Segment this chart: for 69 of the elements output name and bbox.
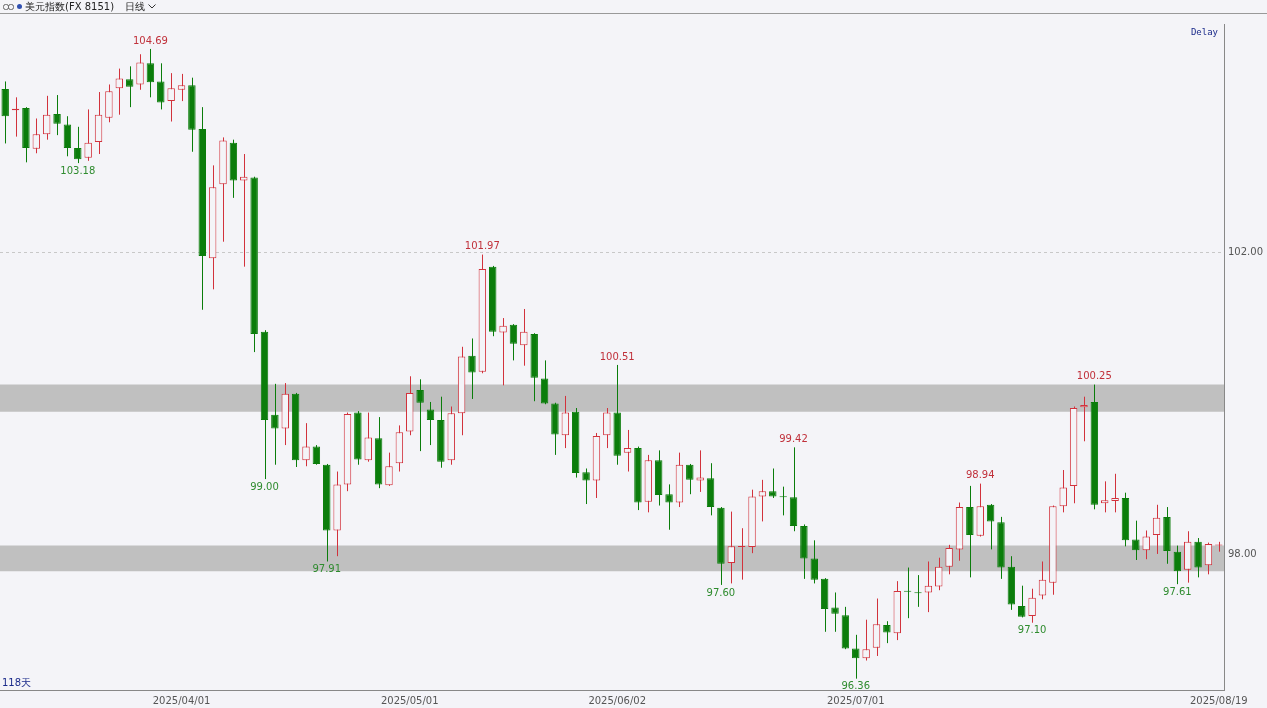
candlestick	[499, 317, 507, 386]
candlestick	[416, 378, 424, 452]
annotation: 99.00	[250, 480, 279, 492]
candlestick	[945, 544, 953, 575]
candlestick	[146, 48, 155, 98]
candlestick	[872, 598, 881, 657]
candlestick	[883, 620, 891, 644]
candlestick	[810, 539, 819, 584]
candlestick	[302, 422, 310, 467]
annotation: 100.51	[599, 350, 635, 362]
candlestick	[385, 452, 393, 487]
chart-subtitle: 日线	[125, 0, 146, 14]
y-tick-label: 98.00	[1228, 548, 1257, 560]
candlestick	[136, 53, 144, 91]
candlestick	[686, 463, 694, 495]
candlestick	[603, 407, 611, 449]
candlestick	[32, 118, 41, 154]
x-tick-label: 2025/07/01	[826, 694, 885, 706]
candlestick	[1204, 542, 1213, 575]
candlestick	[1111, 473, 1119, 513]
annotation: 101.97	[464, 240, 500, 252]
annotation: 97.60	[706, 586, 736, 598]
candlestick	[1142, 529, 1150, 560]
annotation: 97.10	[1017, 624, 1047, 636]
x-tick-label: 2025/06/02	[588, 694, 647, 706]
annotation: 96.36	[841, 680, 871, 692]
candlestick	[468, 337, 476, 400]
annotation: 99.42	[779, 432, 808, 444]
candlestick	[63, 115, 72, 157]
annotation: 100.25	[1076, 370, 1112, 382]
candlestick	[582, 468, 590, 505]
chart-title: 美元指数(FX 8151)	[25, 0, 115, 14]
x-tick-label: 2025/08/19	[1190, 694, 1248, 706]
x-tick-label: 2025/04/01	[152, 694, 211, 706]
candlestick	[125, 65, 134, 108]
candlestick	[74, 126, 82, 164]
candlestick	[509, 323, 518, 361]
candlestick	[115, 68, 124, 116]
candlestick	[1132, 520, 1140, 561]
candlestick	[177, 73, 186, 102]
candlestick	[84, 108, 92, 162]
candlestick	[1018, 585, 1026, 618]
candlestick	[1059, 469, 1067, 513]
candlestick	[665, 483, 673, 531]
candlestick	[769, 468, 777, 499]
annotation: 98.94	[965, 469, 995, 481]
candlestick	[737, 527, 746, 581]
candlestick	[1194, 537, 1202, 578]
candlestick	[831, 591, 839, 633]
y-tick-label: 102.00	[1228, 245, 1264, 257]
candlestick	[862, 619, 870, 662]
candlestick	[1028, 588, 1036, 624]
candlestick	[623, 429, 632, 473]
candlestick	[852, 634, 860, 680]
annotation: 103.18	[60, 164, 96, 176]
candlestick	[1038, 560, 1047, 600]
candlestick	[696, 449, 704, 493]
annotation: Delay	[1190, 26, 1219, 37]
annotation: 104.69	[132, 34, 168, 46]
annotation: 118天	[2, 676, 32, 688]
x-tick-label: 2025/05/01	[380, 694, 439, 706]
candlestick	[271, 383, 279, 466]
annotation: 97.61	[1163, 585, 1192, 597]
candlestick	[167, 72, 175, 123]
candlestick	[157, 62, 165, 110]
candlestick	[727, 511, 736, 584]
candlestick	[53, 94, 61, 136]
candlestick	[520, 308, 528, 367]
annotation: 97.91	[312, 563, 342, 575]
